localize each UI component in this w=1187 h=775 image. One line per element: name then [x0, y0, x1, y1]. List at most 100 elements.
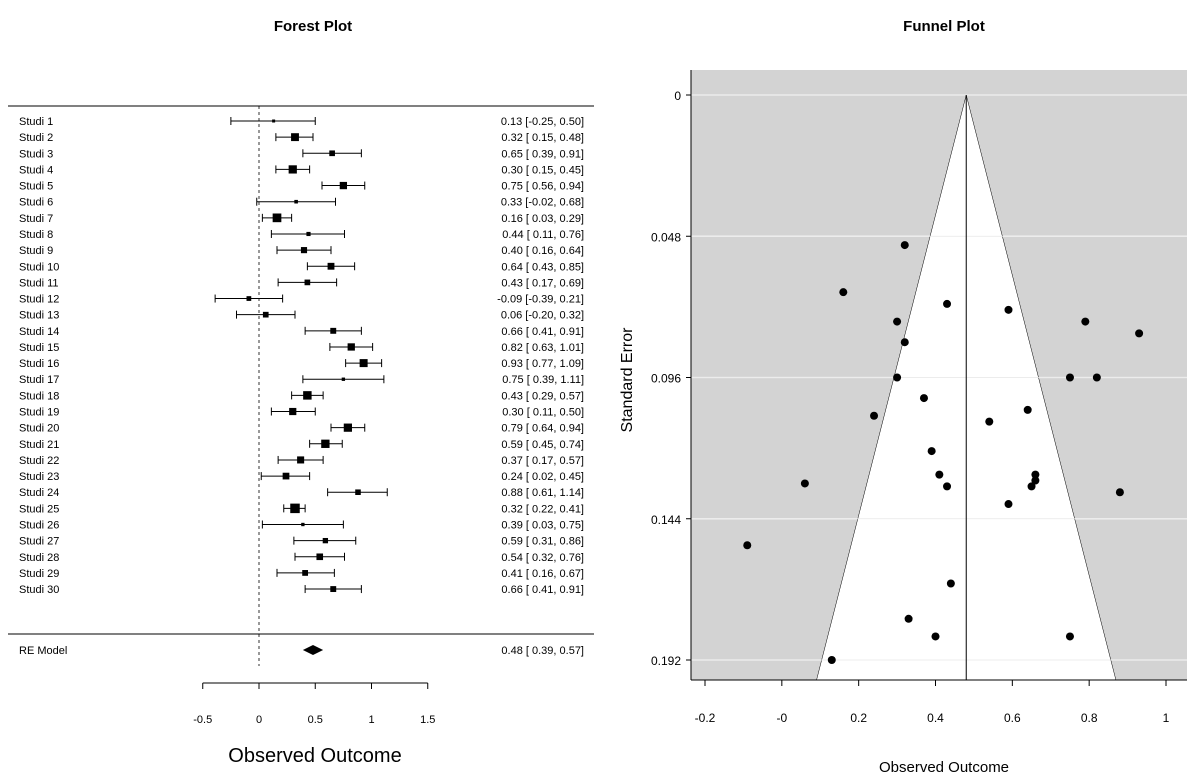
- forest-estimate-text: 0.75 [ 0.39, 1.11]: [502, 374, 584, 386]
- forest-point-estimate: [282, 472, 290, 480]
- funnel-x-tick-label: 0.6: [1004, 711, 1021, 725]
- funnel-point: [943, 482, 952, 491]
- funnel-point: [1065, 632, 1074, 641]
- forest-study-label: Studi 16: [19, 358, 59, 370]
- forest-study-label: Studi 1: [19, 116, 53, 128]
- funnel-point: [839, 288, 848, 297]
- forest-point-estimate: [300, 247, 308, 254]
- forest-estimate-text: 0.82 [ 0.63, 1.01]: [501, 342, 584, 354]
- funnel-point: [946, 579, 955, 588]
- funnel-x-tick-label: 1: [1163, 711, 1170, 725]
- funnel-point: [1004, 500, 1013, 509]
- forest-estimate-text: 0.44 [ 0.11, 0.76]: [502, 229, 584, 241]
- forest-point-estimate: [304, 279, 311, 286]
- forest-study-label: Studi 28: [19, 552, 59, 564]
- forest-point-estimate: [327, 262, 335, 270]
- funnel-point: [1031, 470, 1040, 479]
- funnel-x-tick-label: 0.2: [850, 711, 867, 725]
- forest-estimate-text: 0.59 [ 0.31, 0.86]: [501, 536, 584, 548]
- funnel-point: [935, 470, 944, 479]
- forest-study-label: Studi 21: [19, 439, 59, 451]
- forest-point-estimate: [297, 456, 305, 464]
- funnel-point: [985, 417, 994, 426]
- forest-point-estimate: [339, 181, 348, 190]
- funnel-point: [943, 299, 952, 308]
- forest-estimate-text: 0.06 [-0.20, 0.32]: [501, 310, 584, 322]
- forest-point-estimate: [343, 423, 352, 432]
- funnel-y-tick-label: 0: [674, 89, 681, 103]
- forest-study-label: Studi 2: [19, 132, 53, 144]
- forest-point-estimate: [291, 133, 299, 142]
- forest-plot: Forest Plot Studi 1 0.13 [-0.25, 0.50] Stu…: [8, 18, 594, 767]
- forest-point-estimate: [329, 150, 335, 157]
- forest-x-tick-label: 1: [368, 714, 374, 726]
- funnel-y-axis-label: Standard Error: [619, 327, 636, 433]
- forest-estimate-text: 0.37 [ 0.17, 0.57]: [501, 455, 584, 467]
- forest-study-label: Studi 14: [19, 326, 59, 338]
- forest-point-estimate: [290, 503, 300, 514]
- forest-study-label: Studi 29: [19, 568, 59, 580]
- forest-study-label: Studi 15: [19, 342, 59, 354]
- funnel-point: [827, 656, 836, 664]
- funnel-x-tick-label: 0.8: [1081, 711, 1098, 725]
- forest-study-label: Studi 25: [19, 503, 59, 515]
- forest-estimate-text: 0.16 [ 0.03, 0.29]: [501, 213, 584, 225]
- forest-estimate-text: 0.43 [ 0.17, 0.69]: [501, 277, 584, 289]
- forest-point-estimate: [321, 439, 330, 448]
- forest-point-estimate: [302, 570, 309, 576]
- forest-study-label: Studi 23: [19, 471, 59, 483]
- forest-estimate-text: 0.43 [ 0.29, 0.57]: [501, 390, 584, 402]
- funnel-point: [1031, 476, 1040, 485]
- forest-point-estimate: [316, 553, 324, 561]
- forest-study-label: Studi 6: [19, 197, 53, 209]
- forest-point-estimate: [306, 231, 311, 237]
- forest-study-label: Studi 8: [19, 229, 53, 241]
- forest-study-label: Studi 13: [19, 310, 59, 322]
- forest-study-label: Studi 18: [19, 390, 59, 402]
- forest-estimate-text: 0.30 [ 0.15, 0.45]: [501, 164, 584, 176]
- forest-x-tick-label: -0.5: [193, 714, 212, 726]
- funnel-point: [931, 632, 940, 641]
- forest-estimate-text: 0.59 [ 0.45, 0.74]: [501, 439, 584, 451]
- forest-estimate-text: 0.79 [ 0.64, 0.94]: [501, 423, 584, 435]
- funnel-point: [927, 447, 936, 456]
- forest-point-estimate: [272, 213, 282, 223]
- forest-study-label: Studi 22: [19, 455, 59, 467]
- forest-summary-diamond: [302, 645, 324, 655]
- forest-study-label: Studi 4: [19, 164, 53, 176]
- forest-study-label: Studi 24: [19, 487, 59, 499]
- funnel-x-axis-label: Observed Outcome: [879, 759, 1009, 775]
- forest-estimate-text: 0.24 [ 0.02, 0.45]: [501, 471, 584, 483]
- funnel-point: [743, 541, 752, 550]
- forest-study-label: Studi 5: [19, 181, 53, 193]
- funnel-point: [900, 241, 909, 250]
- forest-study-label: Studi 17: [19, 374, 59, 386]
- funnel-x-tick-label: 0.4: [927, 711, 944, 725]
- forest-point-estimate: [289, 407, 297, 416]
- forest-estimate-text: 0.64 [ 0.43, 0.85]: [501, 261, 584, 273]
- forest-point-estimate: [341, 377, 346, 381]
- funnel-point: [919, 394, 928, 403]
- funnel-point: [900, 338, 909, 347]
- forest-point-estimate: [246, 296, 252, 301]
- funnel-y-tick-label: 0.144: [651, 513, 681, 527]
- forest-estimate-text: 0.39 [ 0.03, 0.75]: [501, 520, 584, 532]
- forest-x-axis-label: Observed Outcome: [228, 745, 401, 767]
- forest-summary-label: RE Model: [19, 645, 67, 657]
- funnel-point: [800, 479, 809, 488]
- forest-estimate-text: 0.40 [ 0.16, 0.64]: [501, 245, 584, 257]
- forest-point-estimate: [359, 359, 368, 368]
- funnel-point: [1115, 488, 1124, 497]
- forest-point-estimate: [330, 327, 337, 334]
- forest-point-estimate: [330, 586, 337, 593]
- forest-estimate-text: 0.75 [ 0.56, 0.94]: [501, 181, 584, 193]
- forest-estimate-text: 0.32 [ 0.15, 0.48]: [501, 132, 584, 144]
- funnel-point: [1027, 482, 1036, 491]
- forest-estimate-text: 0.88 [ 0.61, 1.14]: [501, 487, 584, 499]
- forest-point-estimate: [322, 537, 329, 544]
- forest-point-estimate: [272, 119, 276, 123]
- forest-estimate-text: 0.93 [ 0.77, 1.09]: [501, 358, 584, 370]
- funnel-point: [870, 411, 879, 420]
- funnel-y-tick-label: 0.192: [651, 654, 681, 668]
